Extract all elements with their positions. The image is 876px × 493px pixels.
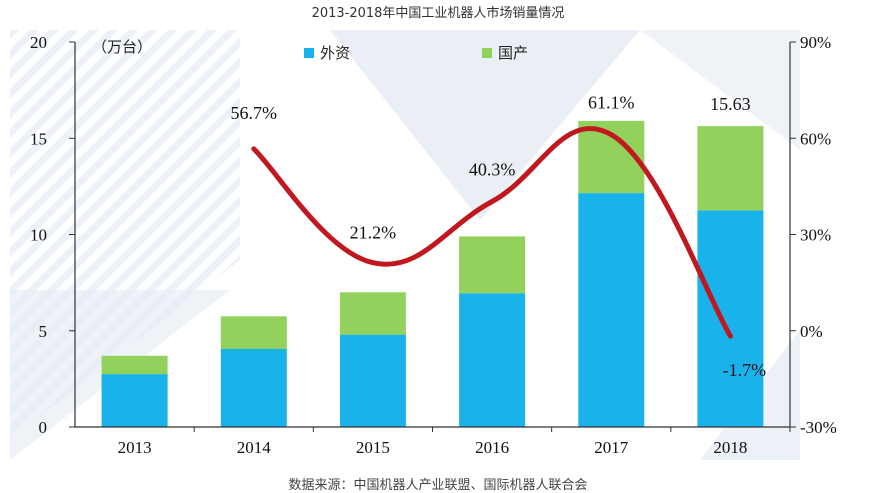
bar-foreign-2015 [339, 334, 406, 427]
page-title: 2013-2018年中国工业机器人市场销量情况 [311, 6, 565, 21]
growth-label-2014: 56.7% [231, 103, 278, 123]
growth-label-2018: -1.7% [723, 360, 767, 380]
bar-foreign-2018 [697, 210, 764, 427]
bar-domestic-2015 [339, 292, 406, 335]
growth-label-2017: 61.1% [588, 93, 635, 113]
growth-line [251, 126, 733, 339]
legend-label-domestic: 国产 [498, 44, 528, 62]
y2-tick-label-60%: 60% [800, 129, 831, 148]
source-note: 数据来源：中国机器人产业联盟、国际机器人联合会 [288, 478, 588, 493]
x-tick-label-2018: 2018 [713, 438, 747, 457]
bar-domestic-2016 [459, 236, 526, 294]
x-tick-label-2016: 2016 [475, 438, 509, 457]
x-tick-label-2015: 2015 [356, 438, 390, 457]
y2-tick-label--30%: -30% [800, 418, 837, 437]
bar-foreign-2013 [101, 374, 168, 427]
y-tick-label-15: 15 [30, 129, 47, 148]
bar-foreign-2014 [220, 349, 287, 427]
x-tick-label-2013: 2013 [118, 438, 152, 457]
y-axis-unit: （万台） [92, 38, 152, 56]
bar-domestic-2018 [697, 126, 764, 211]
y2-tick-label-30%: 30% [800, 226, 831, 245]
legend-swatch-domestic [482, 48, 492, 58]
bar-domestic-2013 [101, 355, 168, 375]
legend-swatch-foreign [304, 48, 314, 58]
y-tick-label-20: 20 [30, 33, 47, 52]
legend-label-foreign: 外资 [320, 44, 350, 62]
y2-tick-label-0%: 0% [800, 322, 823, 341]
legend: 外资 国产 [304, 44, 528, 62]
y-tick-label-0: 0 [39, 418, 48, 437]
growth-label-2015: 21.2% [350, 223, 397, 243]
growth-label-2016: 40.3% [469, 159, 516, 179]
total-label-2018: 15.63 [710, 94, 751, 114]
bar-domestic-2014 [220, 316, 287, 349]
x-tick-label-2014: 2014 [237, 438, 272, 457]
y-tick-label-10: 10 [30, 226, 47, 245]
bar-foreign-2016 [459, 293, 526, 427]
y-tick-label-5: 5 [39, 322, 48, 341]
x-tick-label-2017: 2017 [594, 438, 629, 457]
bar-foreign-2017 [578, 193, 645, 427]
y2-tick-label-90%: 90% [800, 33, 831, 52]
